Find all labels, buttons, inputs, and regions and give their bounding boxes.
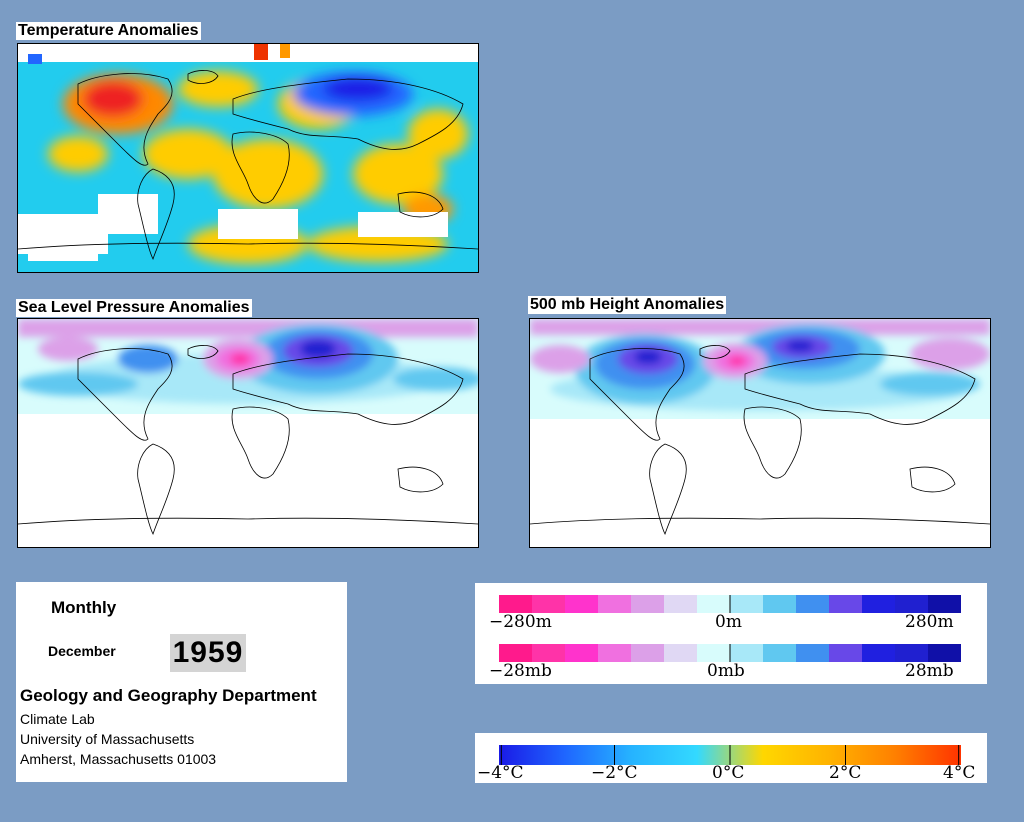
month-label: December: [48, 643, 116, 659]
height-500mb-map: [529, 318, 991, 548]
pressure-colorbar-swatch: [796, 644, 830, 662]
university-name: University of Massachusetts: [20, 731, 195, 747]
height-colorbar-swatch: [928, 595, 961, 613]
pressure-colorbar-swatch: [532, 644, 566, 662]
period-label: Monthly: [51, 598, 117, 617]
height-label-min: −280m: [489, 612, 552, 632]
pressure-colorbar-swatch: [928, 644, 961, 662]
height-colorbar-swatch: [598, 595, 632, 613]
info-panel: Monthly December 1959 Geology and Geogra…: [16, 582, 347, 782]
height-colorbar: [499, 595, 961, 613]
sea-level-pressure-title: Sea Level Pressure Anomalies: [16, 299, 252, 317]
height-colorbar-swatch: [565, 595, 599, 613]
pressure-colorbar-swatch: [631, 644, 665, 662]
pressure-colorbar-swatch: [664, 644, 698, 662]
temp-label-zero: 0°C: [712, 763, 745, 783]
height-label-max: 280m: [905, 612, 954, 632]
height-colorbar-swatch: [697, 595, 731, 613]
pressure-colorbar-swatch: [697, 644, 731, 662]
height-colorbar-swatch: [631, 595, 665, 613]
lab-name: Climate Lab: [20, 711, 95, 727]
pressure-colorbar-swatch: [895, 644, 929, 662]
pressure-colorbar-swatch: [598, 644, 632, 662]
height-colorbar-swatch: [499, 595, 533, 613]
sea-level-pressure-map: [17, 318, 479, 548]
temp-label-minus4: −4°C: [477, 763, 524, 783]
pressure-label-min: −28mb: [489, 661, 552, 681]
height-colorbar-swatch: [532, 595, 566, 613]
temperature-legend: −4°C −2°C 0°C 2°C 4°C: [475, 733, 987, 783]
pressure-colorbar-swatch: [730, 644, 764, 662]
height-colorbar-swatch: [730, 595, 764, 613]
pressure-colorbar-swatch: [763, 644, 797, 662]
height-colorbar-swatch: [829, 595, 863, 613]
year-display: 1959: [170, 634, 246, 672]
pressure-colorbar-swatch: [862, 644, 896, 662]
height-colorbar-swatch: [664, 595, 698, 613]
height-colorbar-swatch: [895, 595, 929, 613]
temp-label-plus4: 4°C: [943, 763, 976, 783]
height-500mb-title: 500 mb Height Anomalies: [528, 296, 727, 314]
department-name: Geology and Geography Department: [20, 686, 317, 705]
pressure-colorbar-swatch: [565, 644, 599, 662]
height-colorbar-swatch: [862, 595, 896, 613]
temperature-anomalies-map: [17, 43, 479, 273]
height-pressure-legend: −280m 0m 280m −28mb 0mb 28mb: [475, 583, 987, 684]
pressure-label-zero: 0mb: [707, 661, 745, 681]
pressure-colorbar: [499, 644, 961, 662]
temperature-anomalies-title: Temperature Anomalies: [16, 22, 201, 40]
pressure-colorbar-swatch: [499, 644, 533, 662]
pressure-colorbar-swatch: [829, 644, 863, 662]
height-colorbar-swatch: [796, 595, 830, 613]
temp-label-plus2: 2°C: [829, 763, 862, 783]
pressure-label-max: 28mb: [905, 661, 954, 681]
address-line: Amherst, Massachusetts 01003: [20, 751, 217, 767]
height-colorbar-swatch: [763, 595, 797, 613]
height-label-zero: 0m: [715, 612, 742, 632]
temperature-colorbar: [499, 745, 961, 765]
temp-label-minus2: −2°C: [591, 763, 638, 783]
